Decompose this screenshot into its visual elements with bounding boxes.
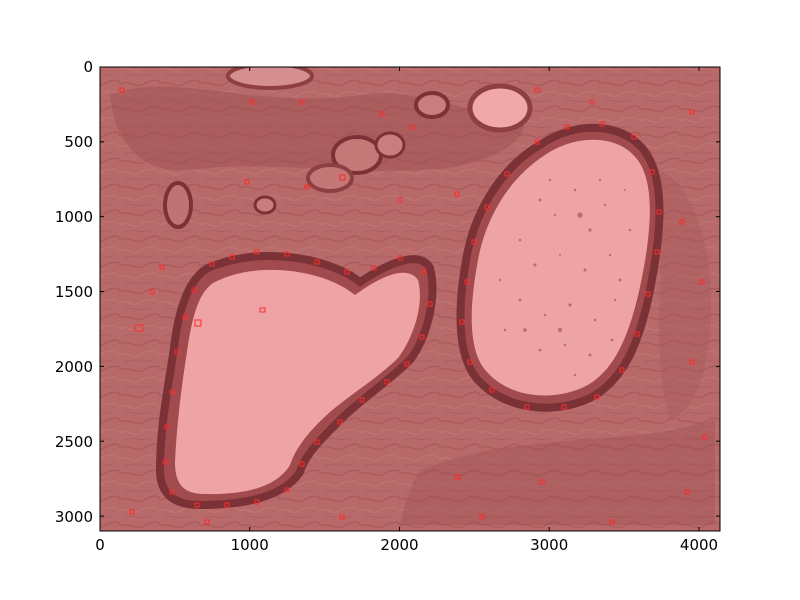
y-tick-label-3000: 3000 bbox=[55, 508, 93, 526]
lumen-debris bbox=[498, 178, 632, 377]
y-tick-1500: 1500 bbox=[55, 283, 720, 301]
y-tick-label-500: 500 bbox=[64, 133, 93, 151]
y-tick-2000: 2000 bbox=[55, 358, 720, 376]
y-tick-label-2000: 2000 bbox=[55, 358, 93, 376]
y-tick-label-2500: 2500 bbox=[55, 433, 93, 451]
x-tick-2000: 2000 bbox=[380, 67, 419, 554]
y-tick-0: 0 bbox=[83, 58, 720, 76]
small-vessel-3 bbox=[467, 83, 533, 133]
small-vessel-8 bbox=[374, 131, 406, 159]
y-axis: 0 500 1000 1500 2000 2500 bbox=[55, 58, 720, 526]
y-tick-label-1500: 1500 bbox=[55, 283, 93, 301]
plot-frame bbox=[99, 66, 721, 532]
small-vessel-7 bbox=[253, 195, 277, 215]
y-tick-label-0: 0 bbox=[83, 58, 93, 76]
dark-stroma-right bbox=[659, 170, 711, 420]
x-tick-label-0: 0 bbox=[95, 536, 105, 554]
dark-stroma-lower bbox=[400, 420, 715, 525]
small-vessel-6 bbox=[163, 181, 193, 229]
x-tick-label-3000: 3000 bbox=[530, 536, 568, 554]
x-tick-label-4000: 4000 bbox=[680, 536, 718, 554]
detection-boxes bbox=[119, 87, 708, 525]
x-tick-label-1000: 1000 bbox=[231, 536, 269, 554]
small-vessel-1 bbox=[226, 67, 314, 90]
y-tick-2500: 2500 bbox=[55, 433, 720, 451]
right-lumen bbox=[471, 139, 650, 396]
x-tick-label-2000: 2000 bbox=[380, 536, 418, 554]
x-tick-1000: 1000 bbox=[231, 67, 269, 554]
y-tick-label-1000: 1000 bbox=[55, 208, 93, 226]
small-vessel-5 bbox=[306, 163, 354, 193]
y-tick-500: 500 bbox=[64, 133, 720, 151]
y-tick-1000: 1000 bbox=[55, 208, 720, 226]
y-tick-3000: 3000 bbox=[55, 508, 720, 526]
tissue-image bbox=[100, 67, 720, 531]
x-tick-3000: 3000 bbox=[530, 67, 568, 554]
left-lumen bbox=[175, 269, 420, 495]
x-tick-0: 0 bbox=[95, 67, 105, 554]
small-vessel-2 bbox=[414, 91, 450, 119]
x-tick-4000: 4000 bbox=[680, 67, 718, 554]
x-axis: 0 1000 2000 3000 4000 bbox=[95, 67, 718, 554]
